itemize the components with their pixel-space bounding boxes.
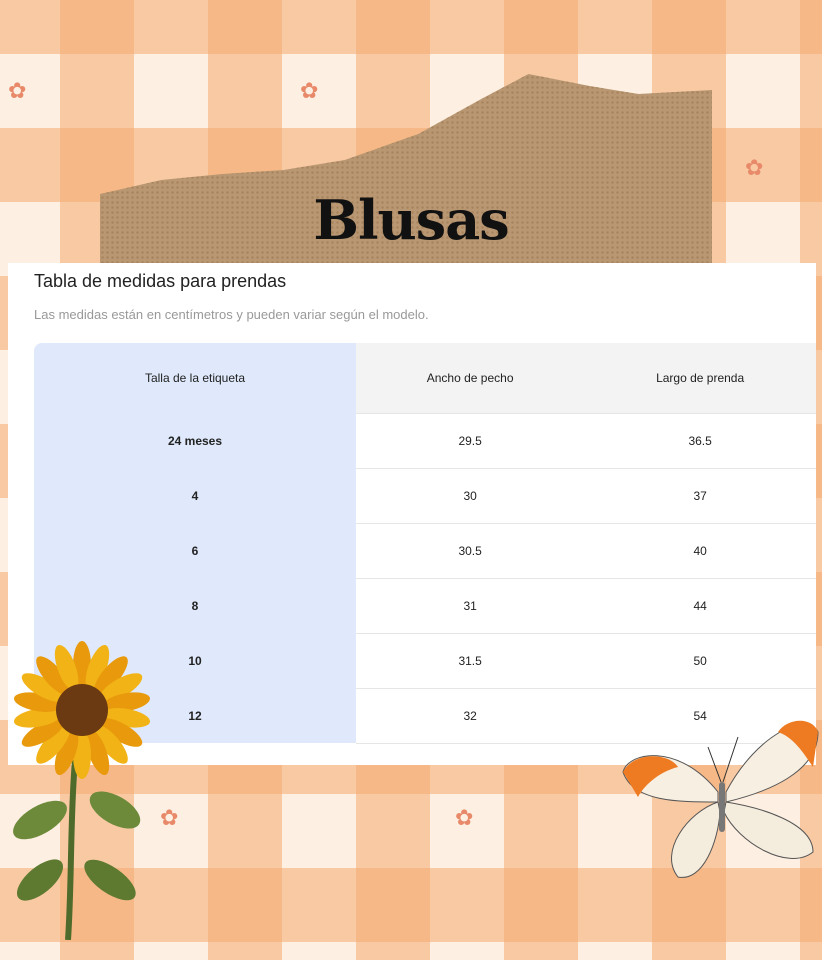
petal	[94, 725, 128, 764]
petal	[54, 644, 79, 691]
chest-width-cell: 30	[356, 468, 585, 524]
size-label-cell: 8	[34, 578, 356, 633]
table-row: 8 31 44	[34, 578, 816, 634]
column-header: Ancho de pecho	[356, 343, 585, 414]
chest-width-cell: 31	[356, 578, 585, 634]
column-header: Talla de la etiqueta	[34, 343, 356, 413]
chest-width-cell: 32	[356, 688, 585, 744]
garment-length-cell: 44	[584, 578, 816, 634]
petal	[54, 729, 79, 776]
petal	[36, 725, 70, 764]
banner-title: Blusas	[313, 188, 509, 252]
tulip-icon: ✿	[300, 78, 319, 103]
petal	[102, 692, 151, 712]
petal	[85, 644, 110, 691]
chest-width-cell: 29.5	[356, 413, 585, 469]
size-label-cell: 6	[34, 523, 356, 578]
petal	[99, 673, 143, 702]
table-row: 24 meses 29.5 36.5	[34, 413, 816, 469]
column-header: Largo de prenda	[584, 343, 816, 414]
petal	[85, 729, 110, 776]
garment-length-cell: 36.5	[584, 413, 816, 469]
tulip-icon: ✿	[8, 78, 27, 103]
petal	[36, 656, 70, 695]
sunflower-icon	[13, 641, 151, 940]
card-title: Tabla de medidas para prendas	[34, 271, 287, 291]
petal	[21, 673, 65, 702]
chest-width-cell: 31.5	[356, 633, 585, 689]
garment-length-cell: 37	[584, 468, 816, 524]
size-label-cell: 4	[34, 468, 356, 523]
size-label-cell: 24 meses	[34, 413, 356, 468]
tulip-icon: ✿	[160, 805, 179, 830]
card-subtitle: Las medidas están en centímetros y puede…	[34, 307, 429, 322]
petal	[99, 718, 143, 747]
table-row: 4 30 37	[34, 468, 816, 524]
butterfly-icon	[622, 720, 819, 878]
tulip-icon: ✿	[455, 805, 474, 830]
tulip-icon: ✿	[745, 155, 764, 180]
garment-length-cell: 50	[584, 633, 816, 689]
table-row: 6 30.5 40	[34, 523, 816, 579]
petal	[94, 656, 128, 695]
garment-length-cell: 40	[584, 523, 816, 579]
chest-width-cell: 30.5	[356, 523, 585, 579]
petal	[13, 708, 62, 728]
petal	[21, 718, 65, 747]
